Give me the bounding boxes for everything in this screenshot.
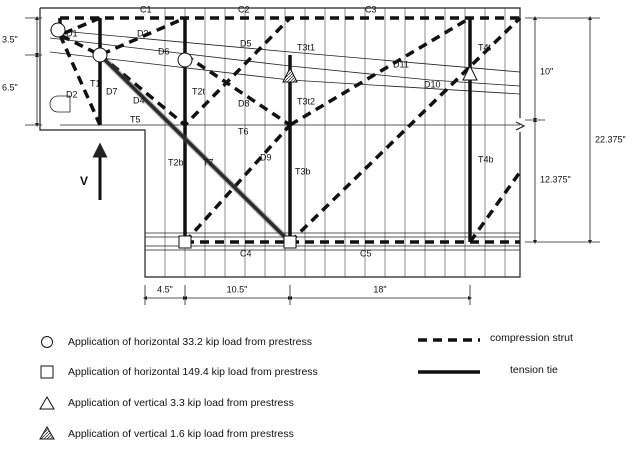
label: T7 xyxy=(203,157,214,167)
label: D10 xyxy=(424,79,441,89)
label: T5 xyxy=(130,114,141,124)
legend-text: Application of vertical 1.6 kip load fro… xyxy=(68,428,294,440)
legend-text: tension tie xyxy=(510,364,558,376)
label: T1 xyxy=(90,78,101,88)
dimension: 10" xyxy=(540,66,553,76)
label: D6 xyxy=(158,46,170,56)
label: D4 xyxy=(133,95,145,105)
label: C5 xyxy=(360,248,372,258)
label: D5 xyxy=(240,38,252,48)
label: T6 xyxy=(238,126,249,136)
label: T3b xyxy=(295,166,311,176)
label: C1 xyxy=(140,4,152,14)
dimension-labels: 3.5" 6.5" 10" 12.375" 22.375" 4.5" 10.5"… xyxy=(2,34,626,294)
legend-text: Application of vertical 3.3 kip load fro… xyxy=(68,397,294,409)
dimension: 10.5" xyxy=(227,284,248,294)
label: D3 xyxy=(137,28,149,38)
dimension: 22.375" xyxy=(595,134,626,144)
dimension: 12.375" xyxy=(540,174,571,184)
diagram: C1 C2 C3 C4 C5 D1 D2 D3 D4 D5 D6 D7 D8 D… xyxy=(0,0,633,454)
dimension-lines xyxy=(25,18,600,305)
label: T4b xyxy=(478,154,494,164)
label: D7 xyxy=(106,86,118,96)
legend-text: Application of horizontal 149.4 kip load… xyxy=(68,366,318,378)
legend: Application of horizontal 33.2 kip load … xyxy=(40,332,573,440)
label: D2 xyxy=(66,89,78,99)
legend-text: Application of horizontal 33.2 kip load … xyxy=(68,336,312,348)
label: T3t1 xyxy=(297,42,315,52)
label: T3t2 xyxy=(297,96,315,106)
label: T2b xyxy=(168,157,184,167)
label: C4 xyxy=(240,248,252,258)
label: C2 xyxy=(238,4,250,14)
dimension: 18" xyxy=(373,284,386,294)
legend-text: compression strut xyxy=(490,332,573,344)
label: T2t xyxy=(192,86,206,96)
dimension: 4.5" xyxy=(157,284,173,294)
label: C3 xyxy=(365,4,377,14)
label: D1 xyxy=(66,28,78,38)
dimension: 3.5" xyxy=(2,34,18,44)
label: T4t xyxy=(478,42,492,52)
label: D11 xyxy=(393,59,409,69)
label: D8 xyxy=(238,98,250,108)
label: D9 xyxy=(260,152,272,162)
dimension: 6.5" xyxy=(2,82,18,92)
load-label: V xyxy=(80,174,88,188)
